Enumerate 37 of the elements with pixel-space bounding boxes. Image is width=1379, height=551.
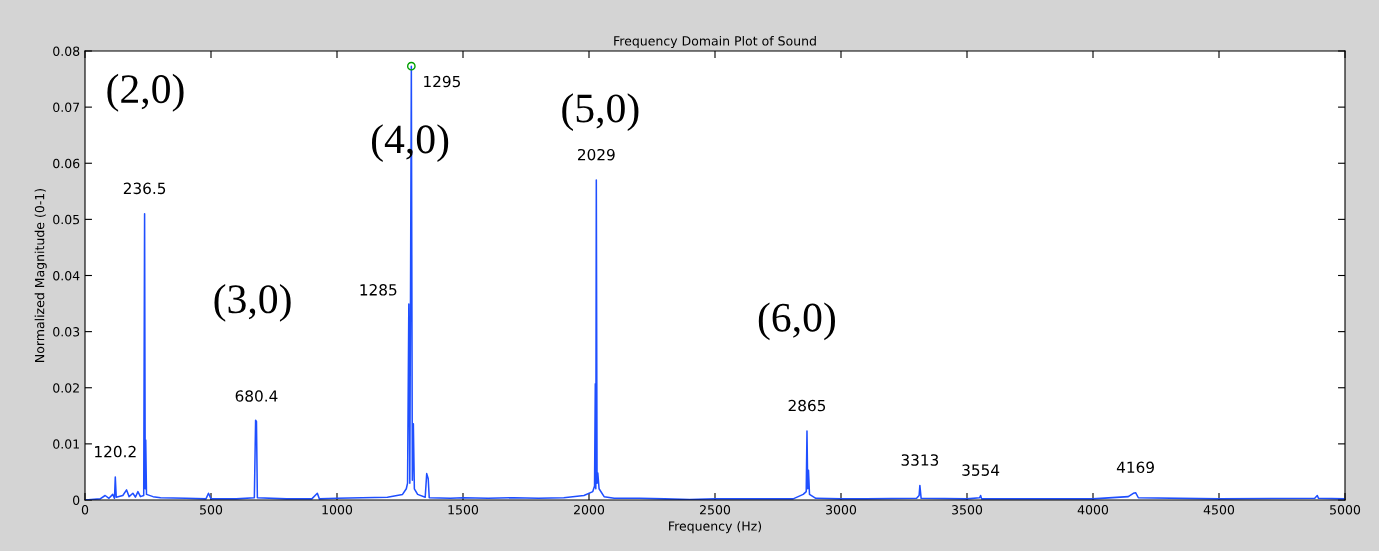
y-tick-label: 0.01 <box>53 439 79 449</box>
x-tick-label: 4000 <box>1077 505 1109 515</box>
x-axis-title: Frequency (Hz) <box>669 521 762 534</box>
annotation: 1285 <box>360 284 397 296</box>
y-tick-label: 0.05 <box>53 214 80 225</box>
y-tick-label: 0.06 <box>53 158 80 169</box>
annotation: 4169 <box>1116 461 1154 474</box>
annotation: 2865 <box>788 399 826 412</box>
chart-title: Frequency Domain Plot of Sound <box>614 35 816 49</box>
y-tick-label: 0.08 <box>53 46 80 56</box>
x-tick-label: 2000 <box>574 505 605 515</box>
annotation: 680.4 <box>235 390 278 402</box>
x-tick-label: 3000 <box>826 505 857 515</box>
annotation: (6,0) <box>758 302 835 341</box>
annotation: (5,0) <box>562 93 639 131</box>
annotation: 1295 <box>424 75 460 88</box>
annotation: 3313 <box>901 454 939 466</box>
x-tick-label: 1500 <box>448 505 479 515</box>
y-tick-label: 0.07 <box>53 102 80 113</box>
y-tick-label: 0.03 <box>53 327 80 337</box>
annotation: 236.5 <box>123 182 166 195</box>
y-tick-label: 0 <box>73 495 80 505</box>
x-tick-label: 4500 <box>1203 505 1235 515</box>
y-tick-label: 0.02 <box>53 383 79 393</box>
x-tick-label: 1000 <box>322 505 353 515</box>
x-tick-label: 2500 <box>700 505 731 515</box>
annotation: (2,0) <box>107 73 184 112</box>
annotation: 2029 <box>577 148 615 161</box>
x-tick-label: 5000 <box>1330 505 1361 515</box>
y-tick-label: 0.04 <box>53 270 80 281</box>
annotation: 3554 <box>962 464 1000 476</box>
x-tick-label: 500 <box>200 505 223 515</box>
y-axis-title: Normalized Magnitude (0-1) <box>34 188 47 362</box>
x-tick-label: 0 <box>81 505 89 515</box>
annotation: 120.2 <box>95 445 136 458</box>
annotation: (3,0) <box>214 284 291 322</box>
x-tick-label: 3500 <box>952 505 983 515</box>
